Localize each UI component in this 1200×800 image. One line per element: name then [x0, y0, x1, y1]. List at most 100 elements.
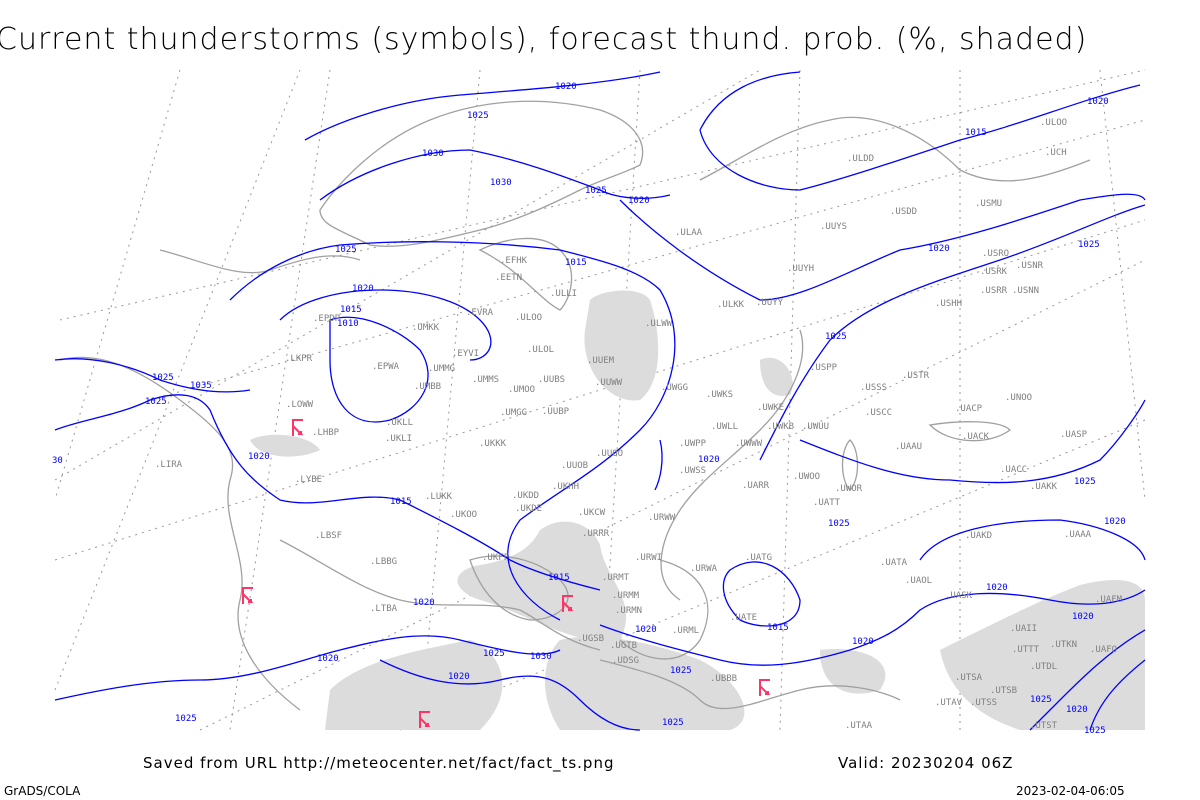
isobar-label: 1025	[1030, 695, 1052, 705]
station-label: .UWOO	[793, 472, 820, 482]
isobar-label: 1020	[986, 583, 1008, 593]
station-label: .UUYH	[787, 264, 814, 274]
isobar-label: 1020	[248, 452, 270, 462]
isobar	[722, 561, 801, 627]
station-label: .UTSA	[955, 673, 983, 683]
station-label: .EYVI	[452, 349, 479, 359]
probability-area	[545, 636, 745, 730]
graticule-line	[419, 69, 481, 731]
isobar	[919, 519, 1146, 561]
isobar	[799, 399, 1146, 484]
station-label: .UAKK	[1030, 482, 1058, 492]
probability-area	[584, 290, 659, 401]
saved-from-url: Saved from URL http://meteocenter.net/fa…	[143, 754, 615, 772]
station-label: .USTR	[902, 371, 930, 381]
station-label: .UUBP	[542, 407, 570, 417]
station-label: .USHH	[935, 299, 962, 309]
isobar-label: 1025	[662, 718, 684, 728]
station-label: .UASP	[1060, 430, 1088, 440]
station-label: .USNR	[1016, 261, 1044, 271]
station-label: .USNN	[1012, 286, 1039, 296]
isobar-label: 1025	[335, 245, 357, 255]
station-label: .UWKS	[706, 390, 733, 400]
thunderstorm-symbol-icon	[562, 595, 574, 612]
station-label: .UKOO	[450, 510, 477, 520]
station-label: .UKDD	[512, 491, 539, 501]
station-label: .UMMG	[428, 364, 455, 374]
station-label: .USRK	[980, 267, 1008, 277]
coastline	[159, 249, 361, 274]
station-label: .UUYS	[820, 222, 847, 232]
station-label: .ULOL	[527, 345, 554, 355]
station-label: .UWSS	[679, 466, 706, 476]
station-label: .ULOO	[1040, 118, 1067, 128]
graticule-line	[229, 69, 331, 731]
thunderstorm-symbol-icon	[759, 679, 771, 696]
station-label: .UWOR	[835, 484, 863, 494]
station-label: .UTST	[1030, 721, 1058, 731]
station-label: .USDD	[890, 207, 917, 217]
isobar-label: 1030	[422, 149, 444, 159]
thunderstorm-probability-shading	[250, 290, 1145, 730]
isobar	[619, 193, 1146, 301]
station-label: .USPP	[810, 363, 838, 373]
isobar-label: 1020	[352, 284, 374, 294]
station-label: .URMN	[615, 606, 642, 616]
isobar-label: 1025	[825, 332, 847, 342]
station-label: .USRR	[980, 286, 1008, 296]
station-label: .LUKK	[425, 492, 453, 502]
station-label: .USRO	[982, 249, 1009, 259]
station-label: .LYBE	[295, 475, 322, 485]
isobar-label: 1020	[1087, 97, 1109, 107]
station-label: .UDSG	[612, 656, 639, 666]
isobar	[54, 635, 561, 701]
station-labels: .ULOO .UCH .ULDD .USDD .USMU .ULAA .UUYS .EFHK.…	[155, 118, 1123, 731]
station-label: .UMBB	[414, 382, 441, 392]
isobar	[1029, 629, 1146, 731]
station-label: .UUYY	[756, 298, 784, 308]
software-credit: GrADS/COLA	[4, 784, 81, 798]
graticule-line	[54, 69, 301, 691]
station-label: .UNOO	[1005, 393, 1032, 403]
station-label: .ULOO	[515, 313, 542, 323]
coastline	[319, 100, 644, 247]
station-label: .UUEM	[587, 356, 615, 366]
isobar-label: 1025	[152, 373, 174, 383]
station-label: .UAKD	[965, 531, 992, 541]
graticule-line	[54, 69, 761, 481]
isobar	[54, 358, 251, 393]
isobar-label: 1020	[635, 625, 657, 635]
isobar-label: 1020	[852, 637, 874, 647]
coastline	[279, 539, 601, 651]
station-label: .UAFM	[1095, 595, 1123, 605]
station-label: .UMOO	[508, 385, 535, 395]
isobar	[304, 71, 661, 141]
graticule-line	[599, 69, 641, 731]
coastline	[841, 439, 859, 491]
station-label: .UBBB	[710, 674, 737, 684]
isobar-label: 1035	[190, 381, 212, 391]
station-label: .UMGG	[500, 408, 527, 418]
station-label: .UTSB	[990, 686, 1017, 696]
isobar-label: 1020	[628, 196, 650, 206]
probability-area	[760, 357, 793, 396]
station-label: .UKLI	[385, 434, 412, 444]
isobar-label: 1020	[1066, 705, 1088, 715]
probability-area	[457, 521, 627, 642]
station-label: .UGTB	[610, 641, 637, 651]
station-label: .ULLI	[550, 289, 577, 299]
isobar-label: 1020	[1072, 612, 1094, 622]
isobar-label: 1025	[1078, 240, 1100, 250]
station-label: .UATG	[745, 553, 772, 563]
valid-time: Valid: 20230204 06Z	[838, 754, 1014, 772]
station-label: .EETN	[495, 273, 522, 283]
station-label: .EPWA	[372, 362, 400, 372]
coastline	[478, 237, 573, 311]
thunderstorm-symbol-icon	[242, 587, 254, 604]
isobar	[319, 149, 671, 201]
station-label: .LBBG	[370, 557, 397, 567]
station-label: .EPDP	[313, 314, 341, 324]
isobar-label: 1025	[1084, 726, 1106, 736]
station-label: .UACC	[1000, 465, 1027, 475]
